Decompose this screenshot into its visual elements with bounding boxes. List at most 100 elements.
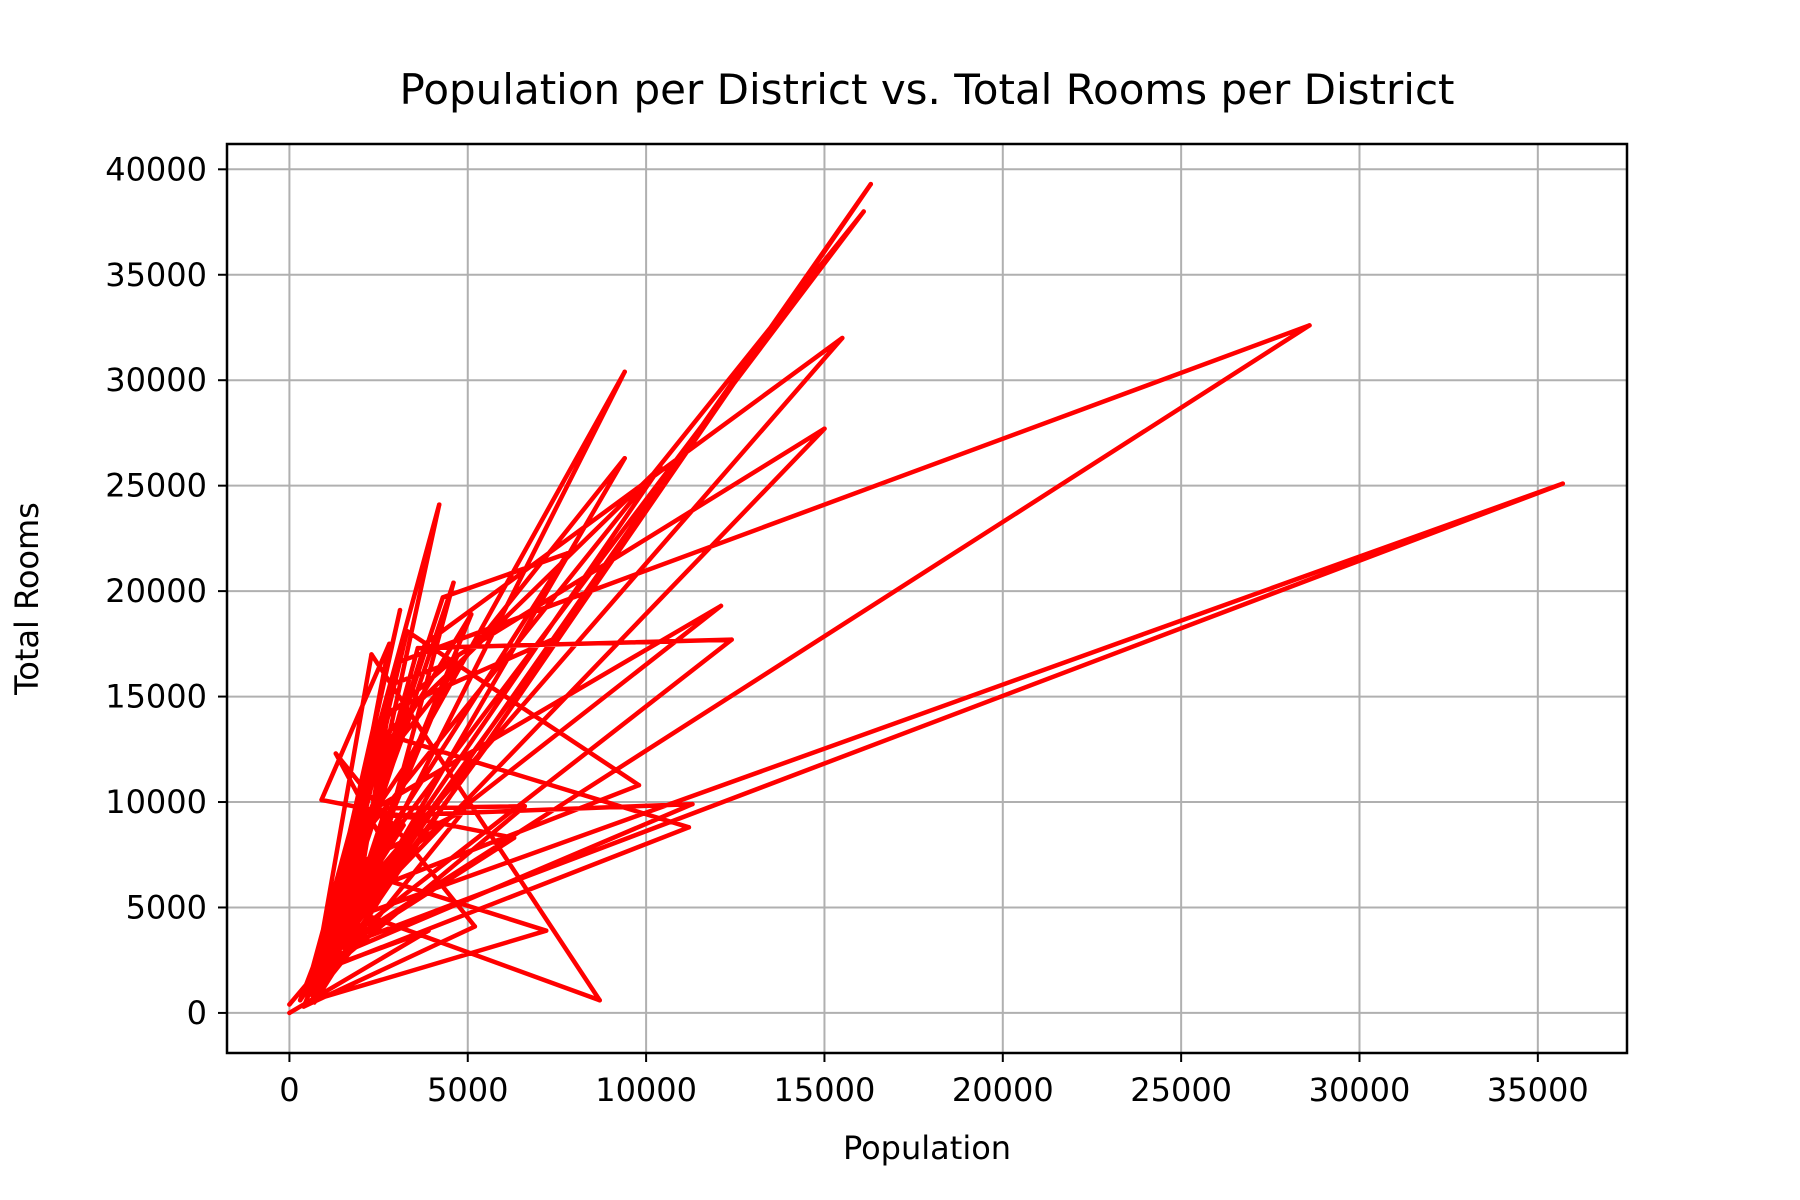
y-tick-label: 30000 [105, 361, 207, 399]
data-point [868, 181, 874, 187]
data-point [354, 875, 360, 881]
data-point [310, 993, 315, 999]
x-tick-label: 0 [279, 1071, 299, 1109]
data-point [597, 998, 602, 1003]
x-tick-label: 10000 [595, 1071, 697, 1109]
data-point [554, 635, 560, 640]
data-point [297, 998, 303, 1003]
data-point [565, 550, 570, 556]
data-point [287, 1010, 292, 1016]
data-point [408, 753, 413, 758]
data-point [658, 464, 663, 469]
data-point [690, 801, 695, 807]
y-tick-label: 10000 [105, 783, 207, 821]
data-point [397, 607, 403, 613]
data-point [301, 1004, 306, 1009]
data-point [511, 835, 517, 841]
data-point [344, 896, 349, 902]
x-tick-label: 35000 [1487, 1071, 1589, 1109]
data-point [387, 641, 392, 647]
data-point [544, 928, 549, 933]
y-axis-label: Total Rooms [8, 502, 46, 696]
data-point [313, 991, 319, 997]
data-point [337, 932, 342, 938]
x-axis-label: Population [843, 1129, 1011, 1167]
data-point [729, 637, 734, 642]
x-tick-label: 25000 [1130, 1071, 1232, 1109]
chart-title: Population per District vs. Total Rooms … [399, 65, 1454, 114]
data-point [461, 808, 467, 813]
series-line-districts [287, 181, 1566, 1016]
y-axis: 0 5000 10000 15000 20000 25000 30000 35000 40000 [105, 150, 227, 1032]
data-point [371, 726, 376, 731]
series-points [287, 181, 1565, 1016]
data-point [437, 664, 442, 670]
y-tick-label: 40000 [105, 150, 207, 188]
data-point [440, 595, 445, 600]
data-point [340, 926, 346, 931]
data-point [401, 823, 406, 828]
data-point [376, 763, 381, 769]
data-point [333, 751, 338, 756]
data-point [454, 654, 460, 659]
data-point [347, 941, 353, 946]
data-point [422, 641, 428, 647]
data-point [486, 740, 492, 746]
y-tick-label: 5000 [126, 888, 207, 926]
data-point [324, 966, 330, 971]
data-point [331, 947, 337, 952]
data-point [360, 871, 365, 876]
data-point [372, 804, 378, 809]
data-point [1560, 481, 1565, 486]
data-point [351, 934, 356, 940]
data-point [412, 702, 417, 708]
data-point [312, 976, 317, 982]
data-point [319, 981, 324, 986]
data-point [328, 955, 333, 961]
data-point [335, 915, 340, 921]
data-point [522, 804, 528, 809]
data-point [322, 970, 328, 976]
data-point [312, 1000, 317, 1005]
data-point [636, 782, 642, 788]
y-tick-label: 35000 [105, 256, 207, 294]
data-point [822, 426, 827, 431]
y-tick-label: 25000 [105, 467, 207, 505]
data-point [387, 709, 392, 714]
data-point [383, 806, 388, 811]
data-point [404, 628, 410, 634]
data-point [340, 945, 346, 950]
data-point [305, 985, 310, 990]
data-point [362, 911, 367, 917]
data-point [394, 660, 399, 666]
data-point [383, 732, 388, 737]
x-tick-label: 5000 [427, 1071, 508, 1109]
data-point [861, 209, 866, 214]
data-point [718, 603, 724, 609]
data-point [365, 827, 371, 832]
x-tick-label: 20000 [952, 1071, 1054, 1109]
data-point [379, 837, 385, 843]
y-tick-label: 20000 [105, 572, 207, 610]
data-point [354, 879, 360, 885]
data-point [415, 645, 421, 651]
data-point [287, 1002, 292, 1007]
data-point [326, 960, 331, 965]
data-point [1307, 323, 1312, 328]
data-point [622, 456, 627, 461]
data-point [686, 825, 692, 830]
data-point [451, 580, 456, 585]
y-tick-label: 0 [187, 994, 207, 1032]
data-point [840, 335, 845, 341]
x-tick-label: 15000 [774, 1071, 876, 1109]
data-point [333, 958, 338, 963]
data-point [390, 681, 396, 687]
plot-frame [225, 142, 1629, 1055]
data-point [426, 928, 431, 933]
data-point [351, 839, 356, 845]
data-point [472, 924, 478, 929]
data-point [622, 369, 627, 374]
x-axis: 0 5000 10000 15000 20000 25000 30000 35000 [279, 1053, 1589, 1109]
y-tick-label: 15000 [105, 678, 207, 716]
